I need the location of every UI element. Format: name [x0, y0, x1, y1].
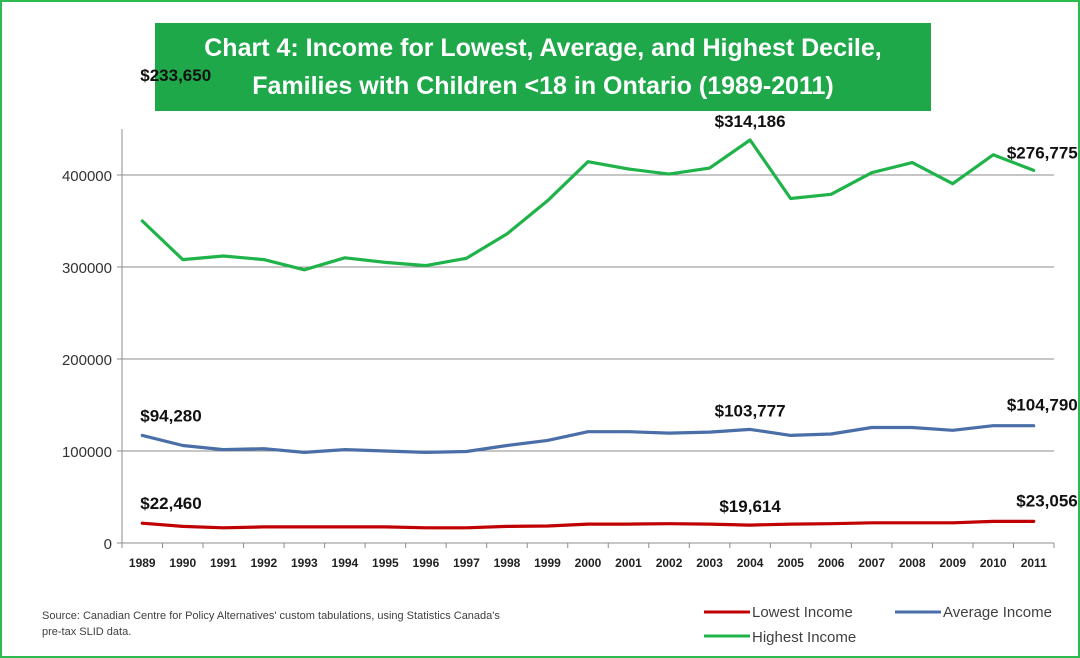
gridlines — [122, 174, 1054, 452]
data-label: $104,790 — [1007, 396, 1078, 415]
x-tick-label: 2003 — [696, 556, 723, 570]
x-tick-label: 1999 — [534, 556, 561, 570]
x-tick-label: 2002 — [656, 556, 683, 570]
legend-label-lowest-income: Lowest Income — [752, 604, 853, 621]
series-line-highest-income — [140, 138, 1036, 272]
y-tick-label: 400000 — [62, 168, 112, 185]
legend-label-average-income: Average Income — [943, 604, 1052, 621]
series-line-average-income — [140, 424, 1036, 454]
x-tick-label: 1996 — [413, 556, 440, 570]
data-label: $103,777 — [715, 401, 786, 420]
x-tick-label: 2007 — [858, 556, 885, 570]
x-tick-label: 2001 — [615, 556, 642, 570]
y-tick-label: 300000 — [62, 260, 112, 277]
data-label: $19,614 — [719, 497, 781, 516]
x-tick-label: 2009 — [939, 556, 966, 570]
x-tick-label: 2005 — [777, 556, 804, 570]
x-tick-label: 1990 — [169, 556, 196, 570]
x-tick-label: 2006 — [818, 556, 845, 570]
y-tick-label: 100000 — [62, 444, 112, 461]
x-tick-label: 1992 — [250, 556, 277, 570]
x-tick-label: 2000 — [575, 556, 602, 570]
x-tick-label: 2008 — [899, 556, 926, 570]
y-tick-label: 0 — [104, 536, 112, 553]
chart-title-line-1: Chart 4: Income for Lowest, Average, and… — [204, 34, 882, 62]
x-tick-label: 2004 — [737, 556, 764, 570]
data-label: $276,775 — [1007, 143, 1078, 162]
data-label: $23,056 — [1016, 491, 1077, 510]
x-tick-label: 2011 — [1021, 556, 1047, 570]
x-tick-label: 1995 — [372, 556, 399, 570]
series-line-lowest-income — [140, 519, 1036, 530]
x-tick-label: 1997 — [453, 556, 480, 570]
chart-title: Chart 4: Income for Lowest, Average, and… — [155, 23, 931, 111]
axes: 0 100000 200000 300000 400000 1989 1990 1991 199… — [62, 129, 1055, 570]
x-tick-label: 1993 — [291, 556, 318, 570]
x-tick-label: 1991 — [210, 556, 237, 570]
data-label: $233,650 — [140, 66, 211, 85]
series-lines — [140, 138, 1036, 530]
source-note-line-1: Source: Canadian Centre for Policy Alter… — [42, 610, 500, 622]
y-tick-label: 200000 — [62, 352, 112, 369]
data-label: $314,186 — [715, 112, 786, 131]
x-tick-label: 1998 — [494, 556, 521, 570]
legend-label-highest-income: Highest Income — [752, 629, 856, 646]
x-tick-label: 1994 — [332, 556, 359, 570]
data-labels: $233,650 $314,186 $276,775 $94,280 $103,777 $… — [140, 66, 1077, 516]
data-label: $22,460 — [140, 494, 201, 513]
source-note-line-2: pre-tax SLID data. — [42, 626, 131, 638]
x-tick-label: 2010 — [980, 556, 1007, 570]
legend: Lowest Income Average Income Highest Inc… — [704, 604, 1052, 646]
data-label: $94,280 — [140, 406, 201, 425]
x-tick-label: 1989 — [129, 556, 156, 570]
chart-title-line-2: Families with Children <18 in Ontario (1… — [252, 72, 834, 100]
